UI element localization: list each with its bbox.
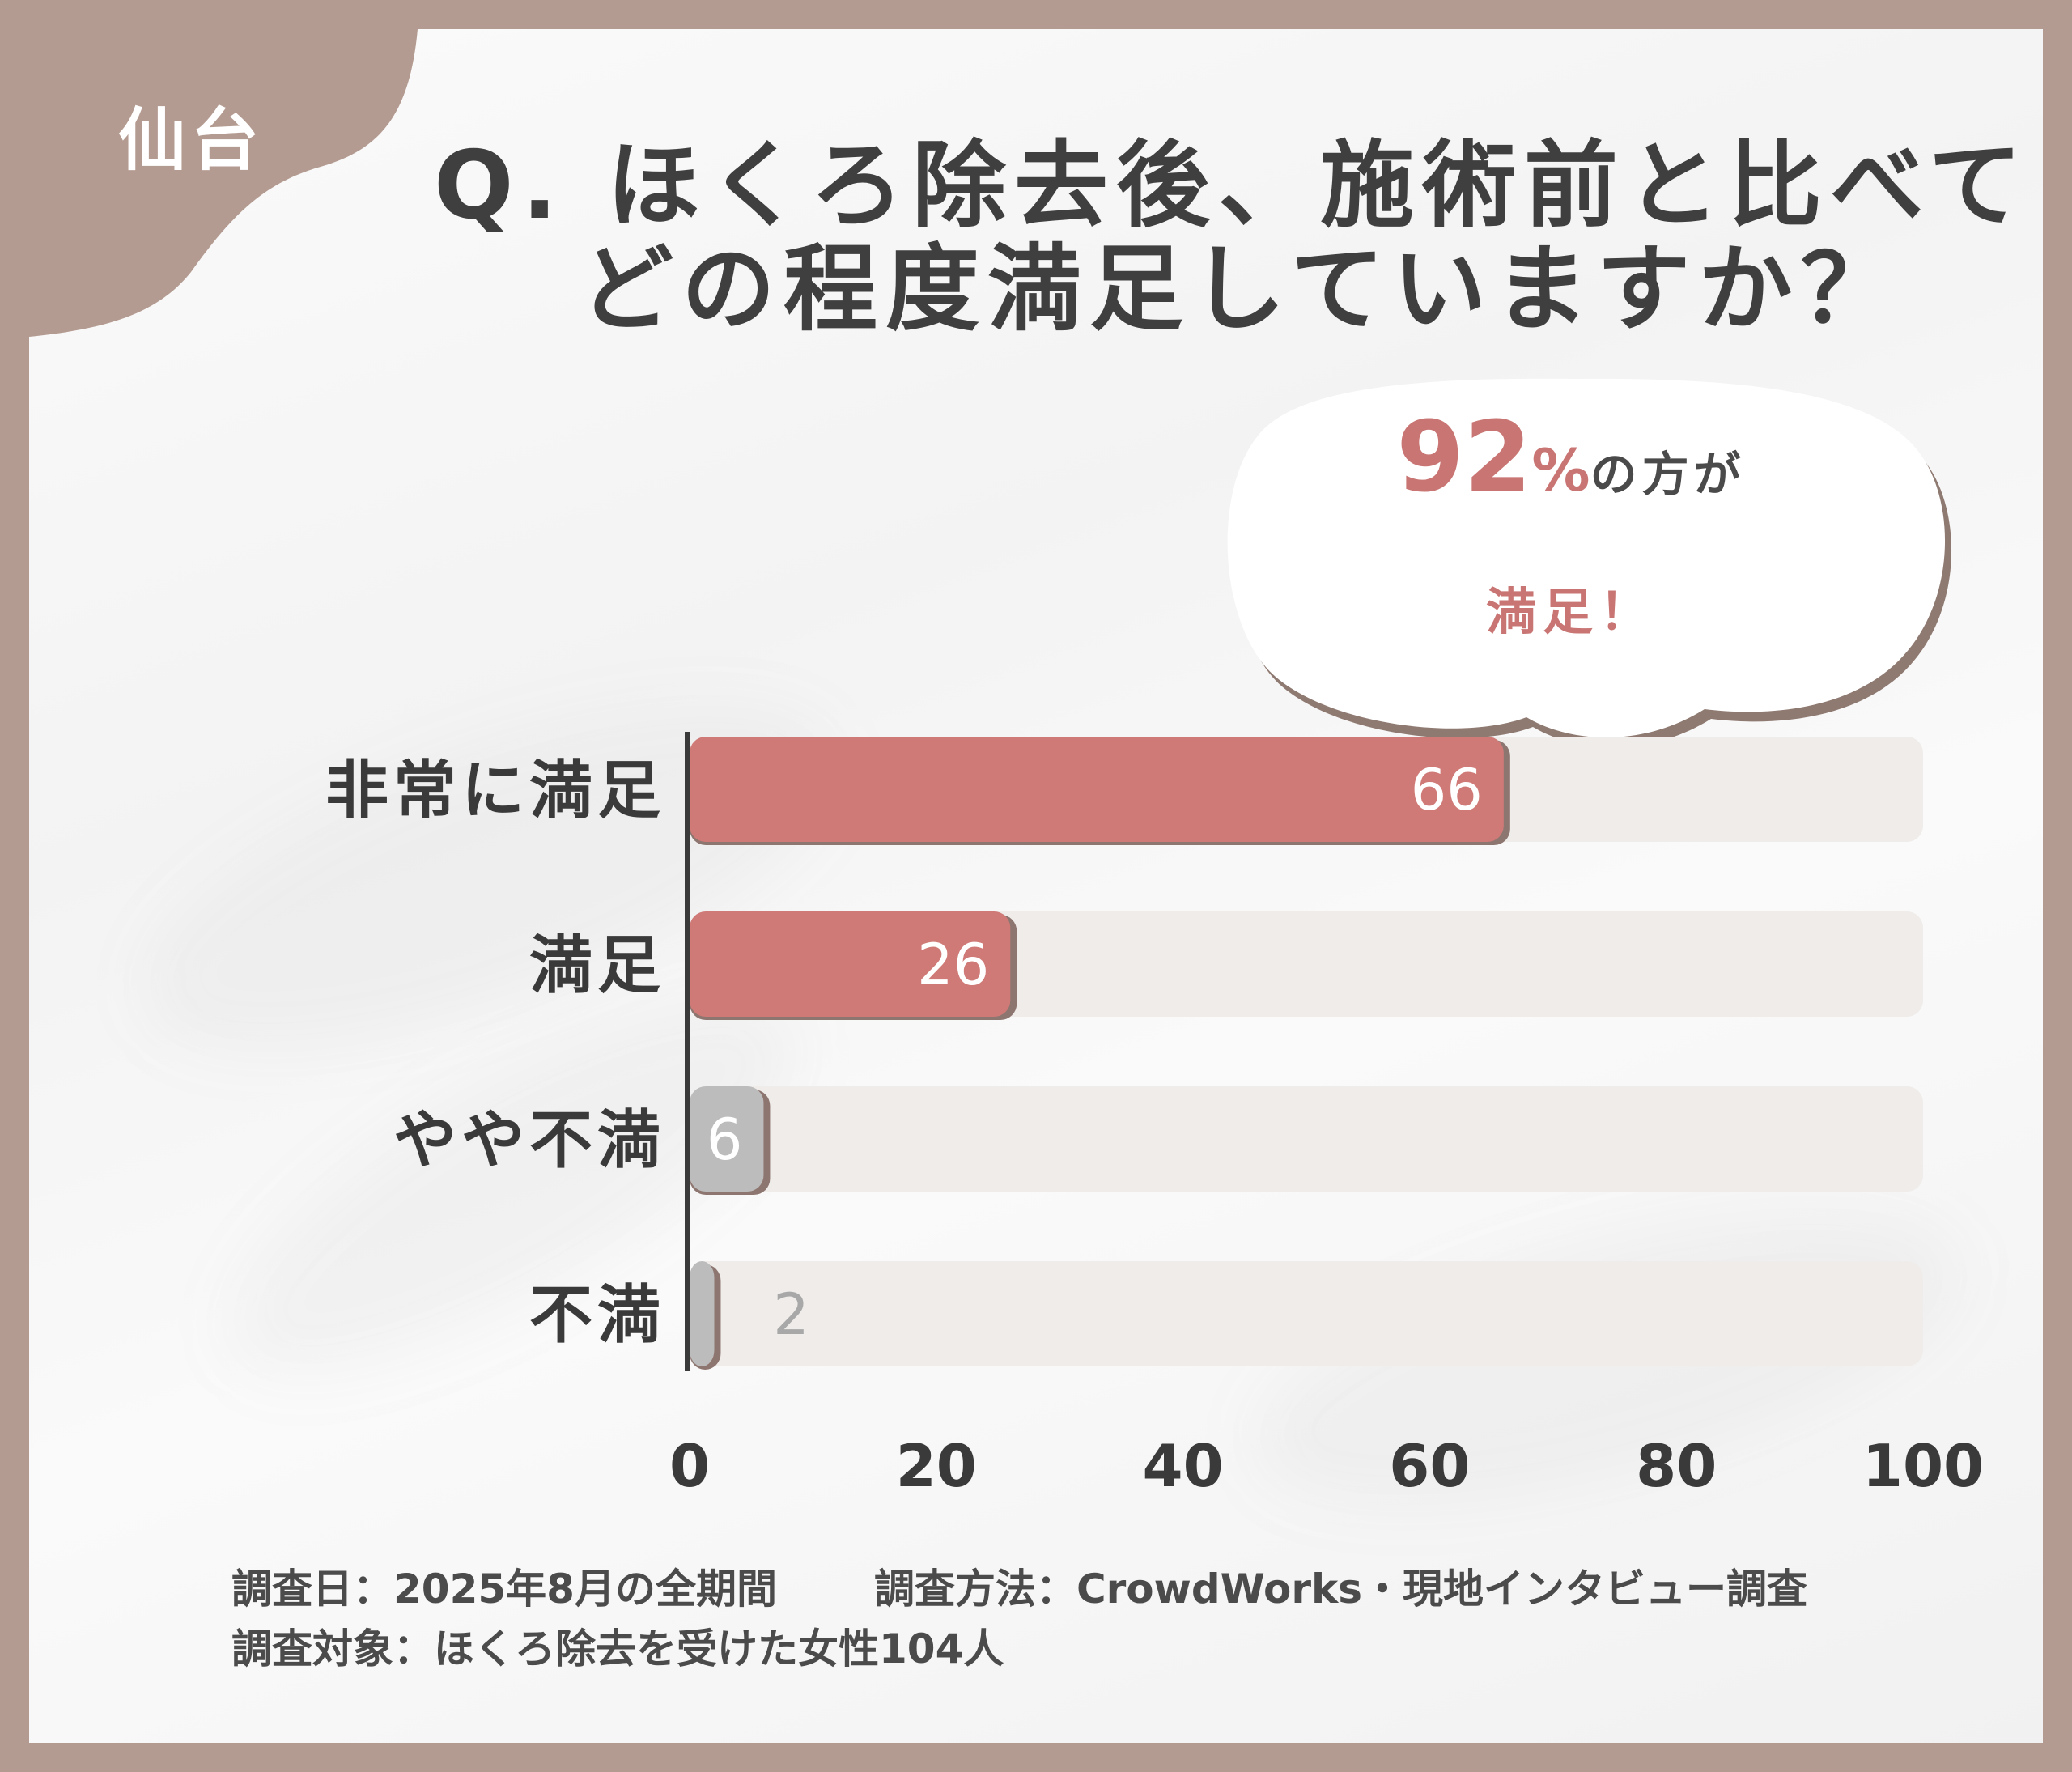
x-tick-label-2: 40 [1142,1432,1223,1500]
x-tick-label-0: 0 [669,1432,710,1500]
footer-date: 調査日：2025年8月の全期間 [231,1566,777,1613]
value-label-2: 6 [707,1107,743,1173]
category-label-3: 不満 [529,1279,665,1352]
page-title: Q. ほくろ除去後、施術前と比べて どの程度満足していますか？ [434,131,2031,344]
callout-value: 92 [1396,402,1532,514]
category-label-1: 満足 [529,929,665,1002]
x-tick-label-5: 100 [1862,1432,1984,1500]
bar-0 [690,737,1504,842]
value-label-3: 2 [773,1281,809,1348]
callout-line-2: 満足！ [1485,582,1656,641]
speech-bubble [1227,378,1952,814]
x-tick-label-1: 20 [896,1432,977,1500]
callout-unit: % [1531,436,1590,504]
y-axis-line [685,732,690,1371]
footer-method: 調査方法：CrowdWorks・現地インタビュー調査 [873,1566,1808,1613]
callout-text: 92%の方が 満足！ [1187,402,1955,644]
footer-target: 調査対象：ほくろ除去を受けた女性104人 [231,1625,1004,1672]
infographic-card: 仙台 Q. ほくろ除去後、施術前と比べて どの程度満足していますか？ 92%の方… [29,29,2043,1743]
title-line-2: どの程度満足していますか？ [580,235,1903,344]
region-label: 仙台 [118,100,265,180]
bar-track-3 [690,1261,1923,1366]
bar-3 [690,1261,715,1366]
callout-suffix: の方が [1590,447,1746,502]
corner-tab [29,29,418,337]
value-label-0: 66 [1411,757,1483,823]
survey-footer: 調査日：2025年8月の全期間 調査方法：CrowdWorks・現地インタビュー調… [231,1559,1807,1679]
bar-1 [690,911,1011,1017]
x-tick-label-3: 60 [1389,1432,1470,1500]
category-label-0: 非常に満足 [325,754,665,827]
bar-2 [690,1086,764,1192]
value-label-1: 26 [917,932,989,998]
category-label-2: やや不満 [393,1104,665,1177]
bar-track-2 [690,1086,1923,1192]
x-tick-label-4: 80 [1636,1432,1717,1500]
title-line-1: Q. ほくろ除去後、施術前と比べて [434,131,2031,240]
